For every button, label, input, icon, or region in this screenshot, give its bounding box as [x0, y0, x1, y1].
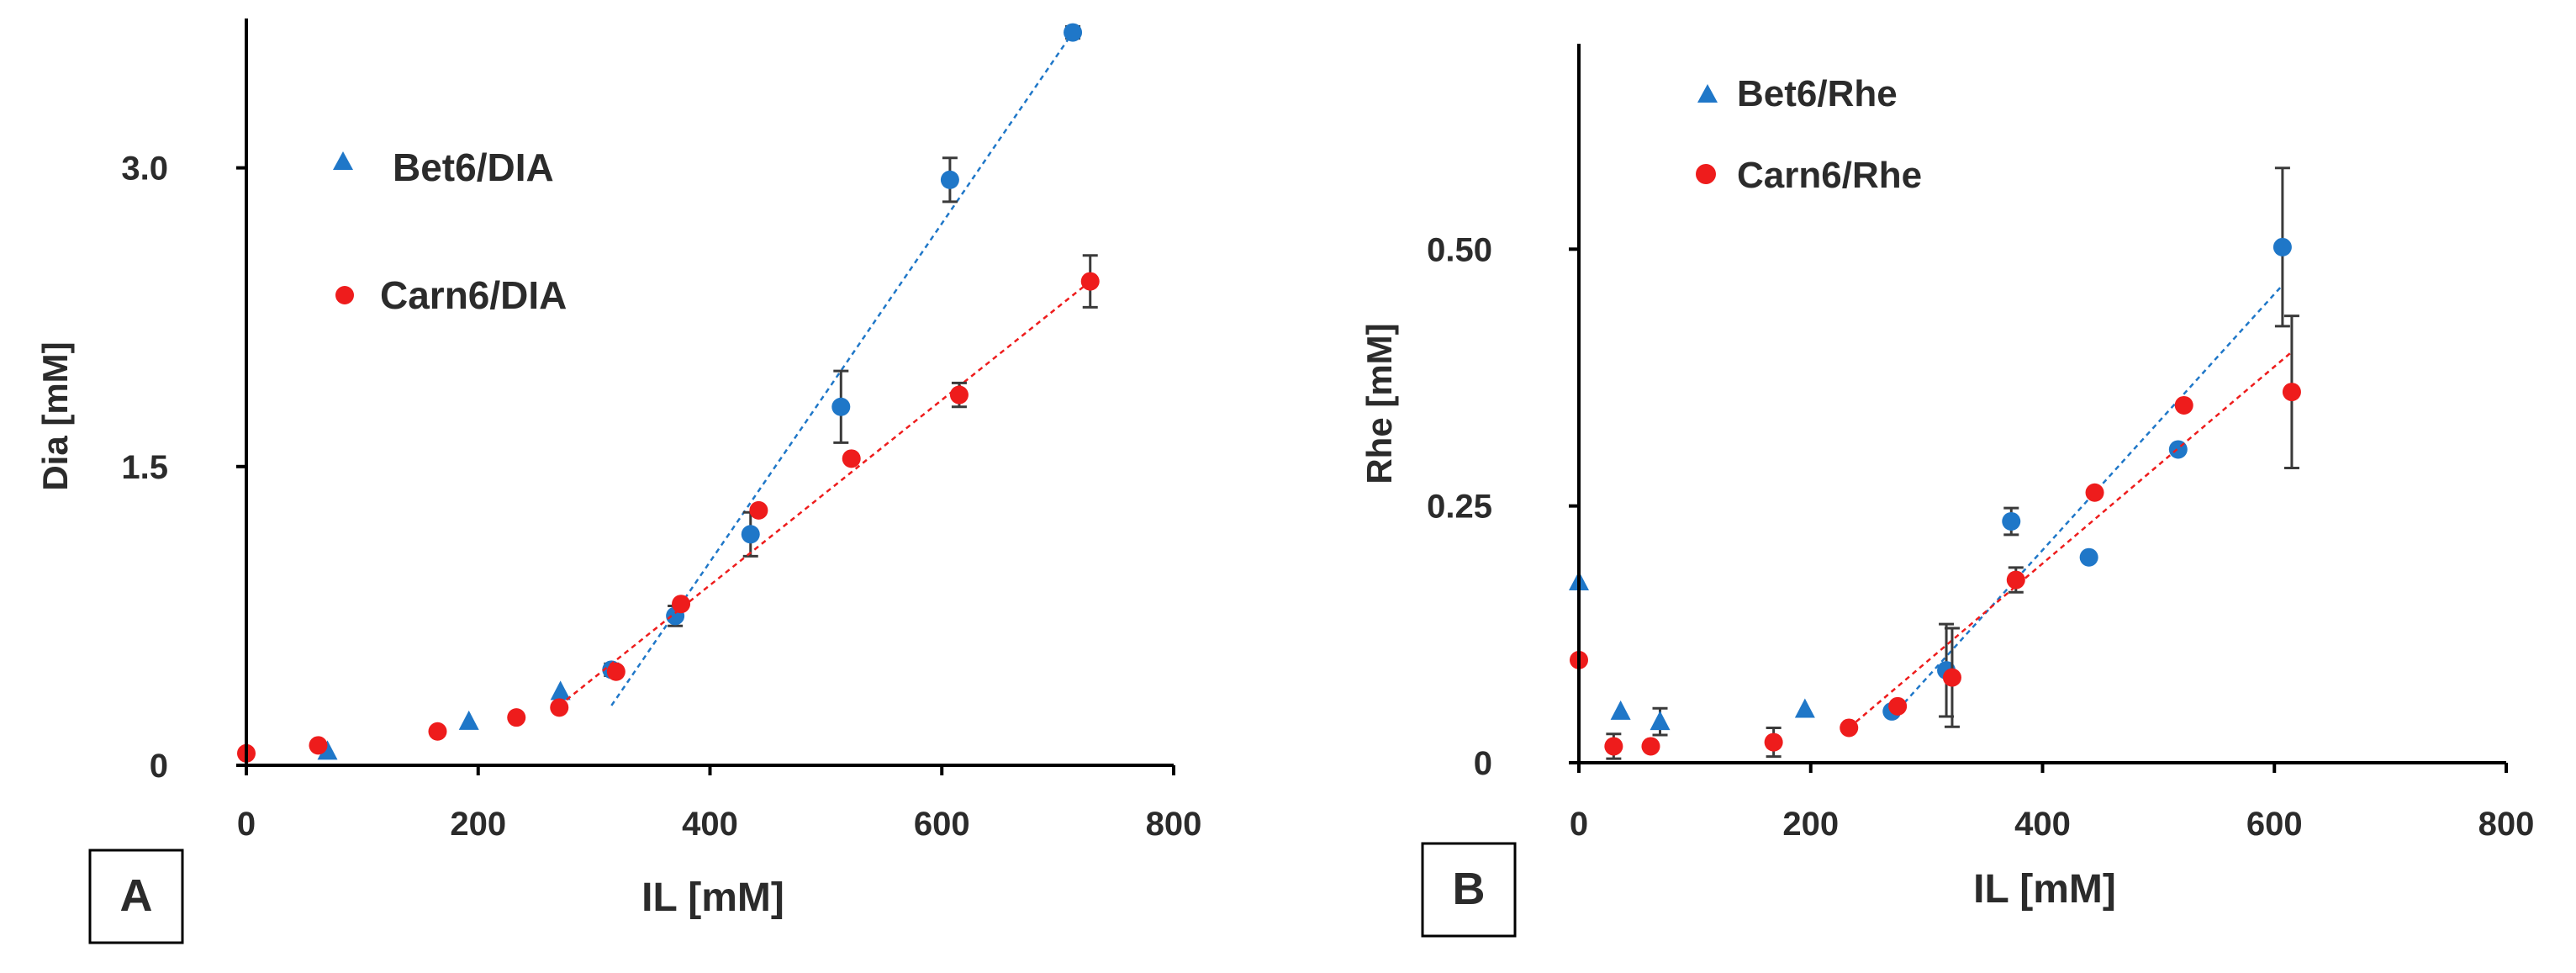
panel-a-xlabel: IL [mM]	[641, 875, 784, 920]
panel-b-point-bet6-rhe	[2079, 547, 2098, 567]
panel-b-y-tick-label: 0	[1474, 745, 1492, 782]
panel-a-point-bet6-dia	[1064, 23, 1083, 42]
legend-marker-bet6-dia	[333, 151, 353, 170]
panel-b-point-bet6-rhe	[2002, 511, 2021, 531]
panel-a-axes: 0 200 400 600 800 0 1.5 3.0	[121, 19, 1201, 843]
panel-b-point-carn6-rhe	[2085, 483, 2104, 502]
panel-b-axes: 0 200 400 600 800 0 0.25 0.50	[1427, 44, 2534, 843]
panel-b-point-carn6-rhe	[1840, 718, 1859, 738]
panel-b-trendline-bet6-rhe	[1891, 284, 2283, 717]
panel-a-label: A	[120, 870, 153, 921]
panel-b-x-tick-label: 800	[2478, 806, 2535, 843]
panel-a-point-carn6-dia	[428, 722, 447, 741]
panel-b-point-bet6-rhe	[1794, 698, 1815, 718]
panel-b-point-bet6-rhe	[2272, 237, 2292, 256]
panel-b-series-layer	[1569, 167, 2301, 760]
panel-a-x-tick-label: 200	[450, 806, 506, 843]
legend-marker-carn6-rhe	[1696, 164, 1716, 184]
panel-a-point-carn6-dia	[672, 595, 691, 614]
panel-b-point-carn6-rhe	[2282, 383, 2301, 402]
panel-a-trendline-bet6-dia	[610, 31, 1074, 706]
legend-marker-bet6-rhe	[1697, 84, 1718, 103]
panel-a-point-bet6-dia	[317, 740, 338, 760]
panel-a-point-bet6-dia	[458, 710, 479, 730]
panel-b-y-tick-label: 0.25	[1427, 489, 1492, 526]
panel-b-x-tick-label: 200	[1782, 806, 1839, 843]
panel-a-point-carn6-dia	[606, 662, 626, 681]
panel-b-point-carn6-rhe	[1888, 696, 1908, 716]
panel-a-y-tick-label: 1.5	[121, 449, 168, 486]
panel-b-x-tick-label: 600	[2246, 806, 2303, 843]
panel-a-x-tick-label: 0	[237, 806, 256, 843]
panel-b-trendline-carn6-rhe	[1848, 351, 2293, 729]
panel-a-point-carn6-dia	[1080, 272, 1100, 291]
panel-b-point-bet6-rhe	[1650, 711, 1671, 731]
panel-b-point-bet6-rhe	[2168, 440, 2188, 459]
panel-a-legend: Bet6/DIA Carn6/DIA	[333, 145, 567, 317]
legend-marker-carn6-dia	[335, 286, 354, 304]
panel-b-legend: Bet6/Rhe Carn6/Rhe	[1696, 73, 1922, 196]
panel-b-x-tick-label: 400	[2014, 806, 2071, 843]
panel-b-point-carn6-rhe	[1764, 732, 1783, 752]
panel-b-point-carn6-rhe	[1641, 737, 1660, 756]
panel-a-x-tick-label: 800	[1146, 806, 1202, 843]
panel-a-point-carn6-dia	[309, 736, 328, 755]
legend-label-bet6-dia: Bet6/DIA	[393, 145, 554, 189]
legend-label-carn6-rhe: Carn6/Rhe	[1737, 155, 1922, 196]
panel-b-ylabel: Rhe [mM]	[1359, 323, 1399, 484]
panel-a-label-box: A	[88, 849, 184, 944]
panel-a-point-carn6-dia	[749, 500, 768, 520]
panel-a-point-carn6-dia	[842, 449, 861, 468]
panel-a: 0 200 400 600 800 0 1.5 3.0 Dia [mM] IL [mM] Be…	[35, 19, 1201, 944]
panel-a-x-tick-label: 400	[682, 806, 738, 843]
panel-a-point-bet6-dia	[831, 397, 851, 416]
panel-a-point-carn6-dia	[550, 698, 569, 717]
panel-b-label: B	[1453, 864, 1486, 914]
legend-label-carn6-dia: Carn6/DIA	[380, 273, 567, 317]
panel-b-point-carn6-rhe	[1942, 668, 1961, 687]
panel-a-y-tick-label: 3.0	[121, 151, 168, 188]
panel-b-point-bet6-rhe	[1610, 700, 1631, 720]
panel-a-trendline-carn6-dia	[558, 280, 1091, 706]
panel-b-point-carn6-rhe	[2174, 395, 2193, 415]
panel-a-x-tick-label: 600	[914, 806, 970, 843]
panel-a-ylabel: Dia [mM]	[35, 341, 75, 490]
panel-a-point-carn6-dia	[949, 385, 969, 405]
panel-a-point-carn6-dia	[507, 708, 526, 727]
panel-b-xlabel: IL [mM]	[1973, 867, 2116, 912]
panel-a-y-tick-label: 0	[150, 748, 168, 785]
panel-a-point-bet6-dia	[550, 680, 571, 701]
panel-b-x-tick-label: 0	[1570, 806, 1588, 843]
legend-label-bet6-rhe: Bet6/Rhe	[1737, 73, 1898, 114]
panel-a-point-bet6-dia	[940, 170, 959, 189]
panel-b-point-carn6-rhe	[2006, 570, 2025, 590]
panel-a-series-layer	[237, 23, 1100, 763]
panel-b-label-box: B	[1421, 842, 1517, 938]
panel-b-point-carn6-rhe	[1604, 737, 1623, 756]
panel-a-point-bet6-dia	[741, 525, 760, 544]
panel-b-y-tick-label: 0.50	[1427, 231, 1492, 268]
